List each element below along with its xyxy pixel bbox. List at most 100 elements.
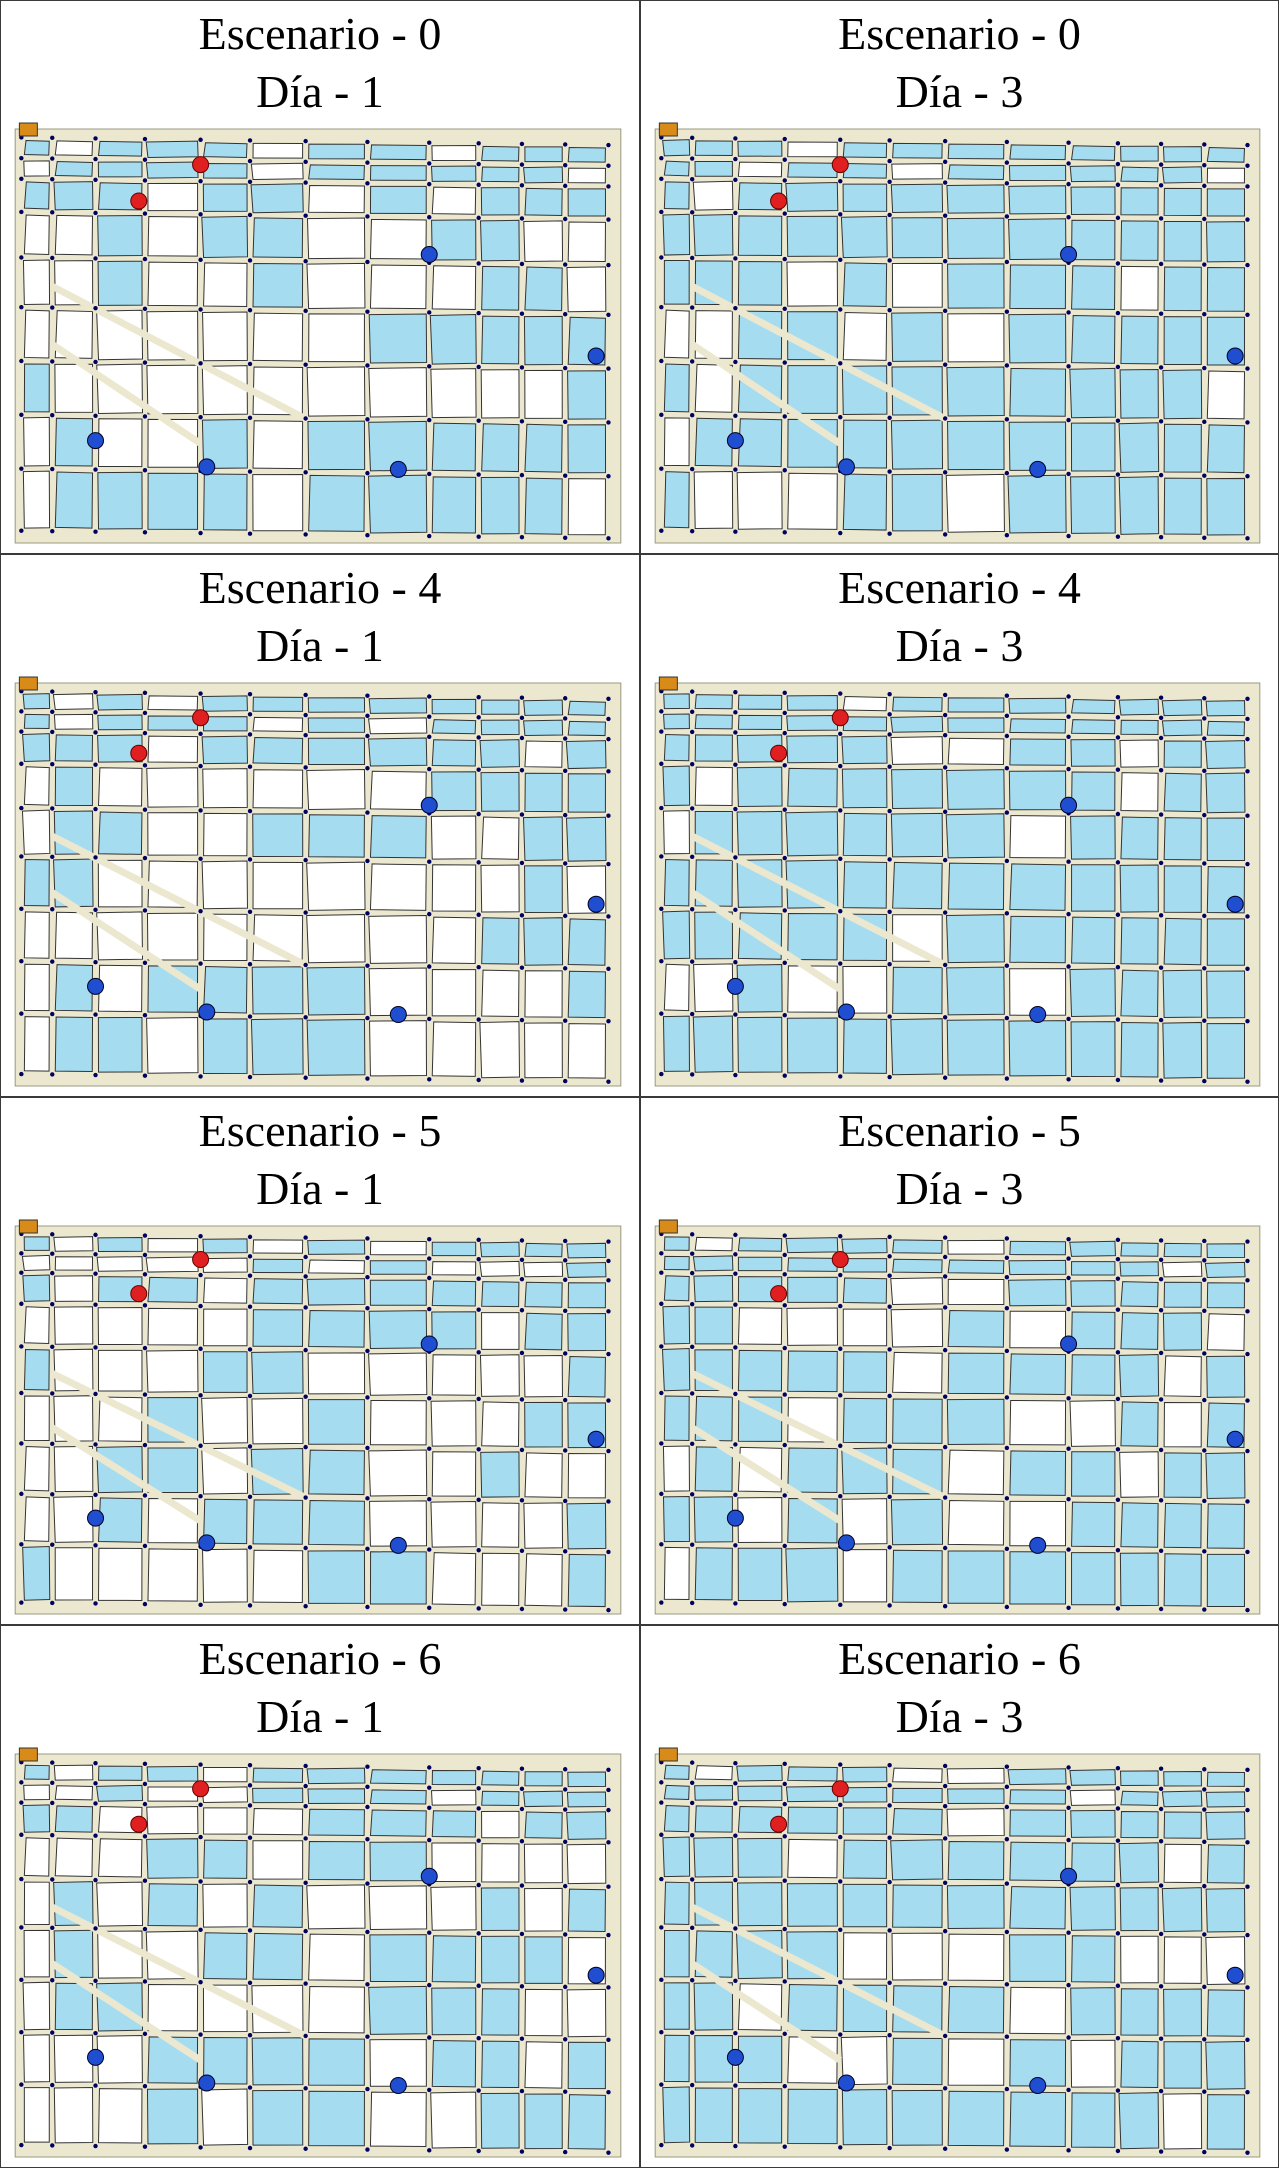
- network-node: [365, 1881, 370, 1886]
- network-node: [519, 913, 525, 918]
- flood-map: [14, 1219, 622, 1615]
- network-node: [198, 178, 203, 184]
- dry-block: [737, 161, 783, 178]
- network-node: [733, 529, 738, 534]
- network-node: [1158, 812, 1164, 817]
- network-node: [659, 2030, 664, 2035]
- network-node: [838, 961, 843, 966]
- flooded-block: [663, 181, 690, 210]
- network-node: [19, 1876, 24, 1882]
- flooded-block: [524, 423, 563, 473]
- network-node: [1202, 768, 1207, 773]
- flooded-block: [524, 266, 563, 312]
- dry-block: [21, 1254, 51, 1272]
- network-node: [1202, 716, 1207, 721]
- network-node: [93, 1442, 98, 1447]
- network-node: [247, 1074, 253, 1080]
- flooded-block: [146, 1838, 199, 1879]
- flooded-block: [785, 1547, 839, 1603]
- network-node: [838, 856, 843, 861]
- panel-title: Escenario - 4 Día - 1: [1, 559, 639, 675]
- network-node: [50, 1877, 55, 1882]
- network-node: [733, 1781, 738, 1786]
- diagonal-street: [690, 889, 843, 993]
- flooded-block: [694, 859, 733, 907]
- network-node: [1202, 1839, 1207, 1844]
- network-node: [563, 162, 568, 168]
- dry-block: [202, 1548, 248, 1603]
- network-node: [659, 358, 664, 364]
- network-node: [93, 689, 98, 695]
- dry-block: [54, 214, 94, 256]
- network-node: [563, 142, 568, 147]
- flooded-block: [945, 914, 1005, 964]
- network-node: [838, 908, 843, 914]
- network-node: [606, 1807, 611, 1813]
- network-node: [303, 1836, 308, 1841]
- network-node: [1245, 1278, 1250, 1283]
- network-node: [733, 1012, 738, 1017]
- dry-block: [23, 1881, 50, 1925]
- network-node: [198, 691, 203, 696]
- flooded-block: [1206, 918, 1245, 966]
- blue-point-icon: [1029, 1536, 1047, 1554]
- network-node: [365, 963, 370, 968]
- dry-block: [481, 1552, 520, 1606]
- flooded-block: [1206, 424, 1245, 474]
- network-node: [1158, 1308, 1164, 1313]
- flood-map: [14, 122, 622, 544]
- dry-block: [203, 1767, 248, 1783]
- dry-block: [481, 969, 520, 1018]
- flooded-block: [1205, 1452, 1246, 1500]
- network-node: [519, 735, 525, 741]
- network-node: [427, 1237, 432, 1242]
- network-node: [1202, 1549, 1207, 1554]
- dry-block: [891, 262, 943, 308]
- flooded-block: [737, 714, 783, 730]
- flooded-block: [481, 1281, 520, 1308]
- flooded-block: [1008, 770, 1067, 811]
- network-node: [142, 178, 148, 183]
- network-node: [1158, 1277, 1164, 1282]
- network-node: [1066, 1547, 1071, 1552]
- network-node: [1202, 1397, 1207, 1403]
- network-node: [476, 2035, 481, 2041]
- dry-block: [252, 769, 304, 809]
- dry-block: [52, 693, 94, 711]
- network-node: [50, 1542, 55, 1547]
- network-node: [476, 1606, 481, 1611]
- network-node: [142, 710, 148, 716]
- network-node: [19, 709, 24, 714]
- flooded-block: [567, 1282, 606, 1309]
- dry-block: [663, 309, 690, 359]
- network-node: [1158, 216, 1164, 221]
- network-node: [1066, 766, 1071, 772]
- network-node: [1245, 1787, 1250, 1793]
- flooded-block: [481, 315, 520, 365]
- flooded-block: [524, 187, 563, 216]
- network-node: [942, 1347, 948, 1353]
- network-node: [519, 812, 525, 817]
- network-node: [303, 712, 308, 718]
- network-node: [50, 413, 55, 418]
- network-node: [733, 177, 738, 182]
- flooded-block: [252, 1499, 304, 1545]
- dry-block: [891, 163, 943, 180]
- network-node: [247, 909, 253, 914]
- red-point-icon: [192, 1251, 210, 1269]
- flooded-block: [145, 140, 199, 158]
- network-node: [1066, 1237, 1071, 1242]
- flooded-block: [787, 1257, 838, 1272]
- dry-block: [431, 916, 477, 965]
- dry-block: [431, 1842, 477, 1883]
- dry-block: [201, 1786, 249, 1804]
- network-node: [519, 183, 525, 188]
- network-node: [247, 1803, 253, 1808]
- network-node: [50, 1011, 55, 1017]
- network-node: [519, 1766, 525, 1771]
- flooded-block: [1007, 1768, 1067, 1786]
- network-node: [365, 1076, 370, 1081]
- network-node: [838, 1346, 843, 1351]
- network-node: [1158, 1931, 1164, 1937]
- flooded-block: [694, 417, 733, 467]
